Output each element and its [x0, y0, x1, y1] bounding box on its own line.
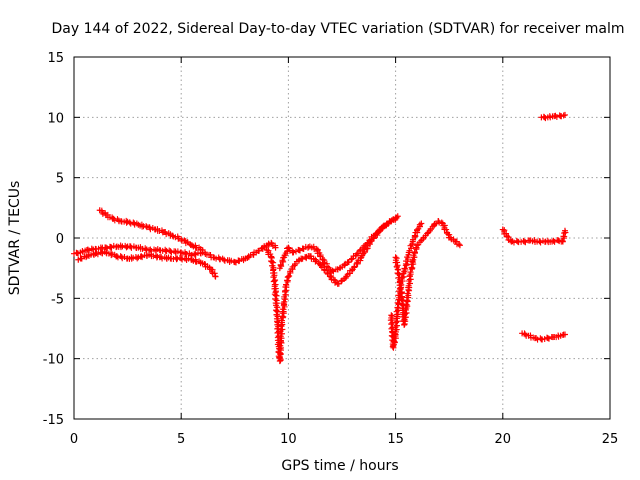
data-point-dense — [270, 259, 277, 266]
data-point-dense — [84, 246, 91, 253]
series-track-a-low — [71, 239, 279, 266]
x-axis-label: GPS time / hours — [281, 458, 398, 474]
series-track-b-upper — [96, 207, 206, 254]
y-axis-label: SDTVAR / TECUs — [7, 181, 23, 296]
data-point-dense — [173, 256, 180, 263]
data-point-dense — [312, 258, 319, 265]
data-point-dense — [181, 237, 188, 244]
data-point-dense — [409, 265, 416, 272]
series-track-f-dip-2 — [392, 218, 463, 328]
data-point-dense — [270, 278, 277, 285]
grid-lines — [74, 57, 610, 419]
data-point-dense — [348, 256, 355, 263]
data-point-dense — [349, 255, 356, 262]
data-point-dense — [407, 269, 414, 276]
x-tick-label: 15 — [387, 432, 404, 447]
x-tick-label: 25 — [602, 432, 619, 447]
data-point — [561, 227, 568, 234]
data-point — [268, 239, 275, 246]
data-point-dense — [390, 342, 397, 349]
data-point-dense — [143, 223, 150, 230]
data-point-dense — [134, 255, 141, 262]
data-point-dense — [404, 290, 411, 297]
data-point-dense — [443, 226, 450, 233]
data-point-dense — [348, 267, 355, 274]
data-point-dense — [278, 317, 285, 324]
data-point-dense — [185, 255, 192, 262]
data-point-dense — [119, 243, 126, 250]
x-tick-label: 5 — [177, 432, 185, 447]
data-point-dense — [320, 259, 327, 266]
series-track-g-dip-2b — [387, 220, 425, 351]
axis-ticks: 0 5 10 15 20 25 -15 -10 -5 0 5 10 15 — [43, 51, 619, 447]
data-point-dense — [401, 265, 408, 272]
series-track-c-lower — [75, 248, 219, 280]
data-point — [118, 218, 125, 225]
data-point-dense — [394, 299, 401, 306]
data-point-dense — [388, 325, 395, 332]
data-point-dense — [560, 112, 567, 119]
data-point-dense — [455, 241, 462, 248]
data-point-dense — [522, 331, 529, 338]
data-point-dense — [286, 272, 293, 279]
y-tick-label: 0 — [56, 232, 64, 247]
series-track-j-late-low — [519, 330, 568, 343]
data-point-dense — [407, 276, 414, 283]
y-tick-label: -10 — [43, 353, 64, 368]
data-point-dense — [280, 313, 287, 320]
data-point — [285, 273, 292, 280]
data-point — [521, 238, 528, 245]
x-tick-label: 10 — [280, 432, 297, 447]
data-point-dense — [98, 246, 105, 253]
data-point-dense — [560, 233, 567, 240]
data-point-dense — [213, 255, 220, 262]
data-point — [396, 285, 403, 292]
data-point-dense — [138, 253, 145, 260]
data-point-dense — [356, 248, 363, 255]
data-point — [544, 335, 551, 342]
data-point-dense — [283, 277, 290, 284]
y-tick-label: 15 — [47, 51, 64, 66]
data-point — [199, 247, 206, 254]
data-point-dense — [209, 269, 216, 276]
data-point — [561, 331, 568, 338]
data-point-dense — [403, 301, 410, 308]
data-points — [71, 111, 569, 365]
y-tick-label: 10 — [47, 111, 64, 126]
data-point-dense — [221, 257, 228, 264]
y-tick-label: -15 — [43, 413, 64, 428]
data-point — [285, 244, 292, 251]
data-point — [418, 220, 425, 227]
data-point-dense — [424, 230, 431, 237]
data-point-dense — [278, 322, 285, 329]
data-point — [272, 244, 279, 251]
x-tick-label: 20 — [495, 432, 512, 447]
chart-title: Day 144 of 2022, Sidereal Day-to-day VTE… — [52, 21, 625, 37]
data-point-dense — [228, 257, 235, 264]
data-point-dense — [277, 342, 284, 349]
data-point-dense — [284, 274, 291, 281]
data-point-dense — [403, 261, 410, 268]
data-point — [212, 273, 219, 280]
data-point-dense — [413, 226, 420, 233]
series-track-h-late-main — [499, 226, 569, 246]
data-point-dense — [130, 254, 137, 261]
series-track-i-late-top — [538, 111, 568, 122]
series-track-e-mid — [276, 213, 401, 275]
data-point-dense — [372, 230, 379, 237]
y-tick-label: -5 — [51, 292, 64, 307]
data-point-dense — [550, 237, 557, 244]
data-point — [456, 242, 463, 249]
data-point-dense — [174, 248, 181, 255]
data-point-dense — [280, 300, 287, 307]
y-tick-label: 5 — [56, 172, 64, 187]
data-point — [394, 213, 401, 220]
data-point-dense — [276, 354, 283, 361]
data-point — [561, 111, 568, 118]
data-point-dense — [438, 219, 445, 226]
x-tick-label: 0 — [70, 432, 78, 447]
data-point-dense — [93, 250, 100, 257]
data-point-dense — [329, 267, 336, 274]
